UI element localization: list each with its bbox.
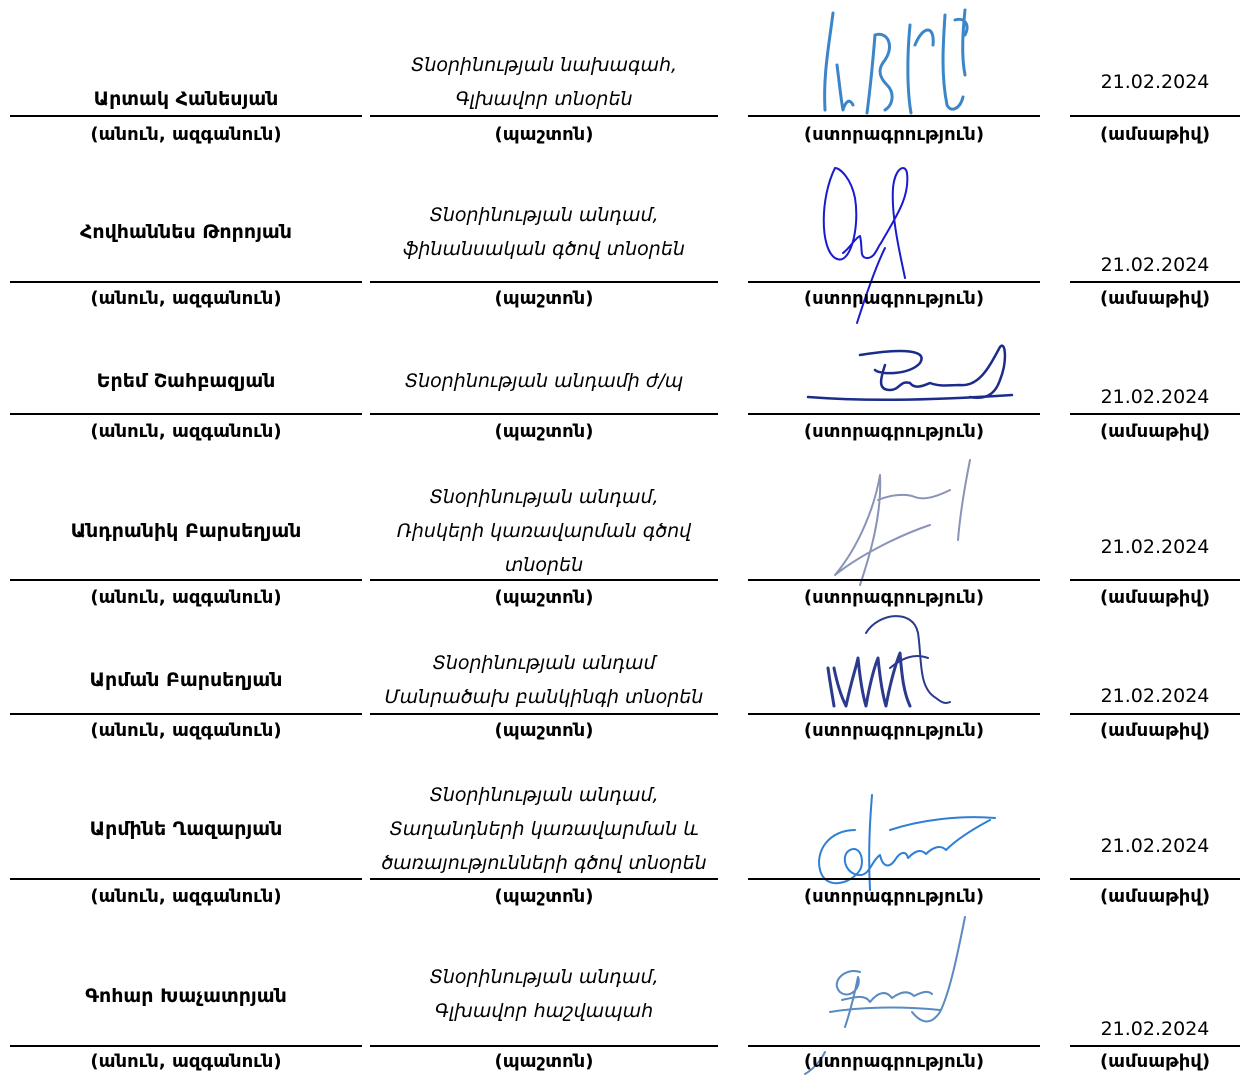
- signatory-name: Արման Բարսեղյան: [89, 669, 283, 691]
- date-line: [1070, 413, 1240, 415]
- name-line: [10, 713, 362, 715]
- signature-line: [748, 1045, 1040, 1047]
- date-line: [1070, 1045, 1240, 1047]
- position-caption: (պաշտոն): [494, 587, 594, 608]
- name-line: [10, 413, 362, 415]
- signatory-position: Տնօրինության անդամ Մանրածախ բանկինգի տնօ…: [384, 652, 704, 708]
- name-caption: (անուն, ազգանուն): [90, 421, 282, 442]
- date-caption: (ամսաթիվ): [1099, 124, 1211, 145]
- position-line: [370, 878, 718, 880]
- signatory-position: Տնօրինության անդամ, ֆինանսական գծով տնօր…: [403, 204, 685, 260]
- signature-image: [822, 167, 909, 324]
- position-caption: (պաշտոն): [494, 720, 594, 741]
- date-line: [1070, 579, 1240, 581]
- name-caption: (անուն, ազգանուն): [90, 720, 282, 741]
- signature-caption: (ստորագրություն): [803, 288, 985, 309]
- signature-image: [806, 344, 1014, 402]
- position-line: [370, 281, 718, 283]
- signature-date: 21.02.2024: [1100, 536, 1210, 558]
- name-line: [10, 1045, 362, 1047]
- date-caption: (ամսաթիվ): [1099, 421, 1211, 442]
- signature-date: 21.02.2024: [1100, 71, 1210, 93]
- signature-image: [823, 8, 969, 115]
- signature-caption: (ստորագրություն): [803, 124, 985, 145]
- name-line: [10, 878, 362, 880]
- name-caption: (անուն, ազգանուն): [90, 1051, 282, 1072]
- signature-caption: (ստորագրություն): [803, 886, 985, 907]
- signature-date: 21.02.2024: [1100, 386, 1210, 408]
- signature-date: 21.02.2024: [1100, 835, 1210, 857]
- position-caption: (պաշտոն): [494, 886, 594, 907]
- position-caption: (պաշտոն): [494, 1051, 594, 1072]
- name-line: [10, 579, 362, 581]
- date-line: [1070, 878, 1240, 880]
- signatory-position: Տնօրինության նախագահ, Գլխավոր տնօրեն: [410, 54, 678, 110]
- position-caption: (պաշտոն): [494, 421, 594, 442]
- signatory-name: Երեմ Շահբազյան: [96, 370, 276, 392]
- position-line: [370, 1045, 718, 1047]
- date-line: [1070, 281, 1240, 283]
- signatory-name: Անդրանիկ Բարսեղյան: [70, 520, 302, 542]
- signature-image: [826, 615, 951, 708]
- date-caption: (ամսաթիվ): [1099, 1051, 1211, 1072]
- signatory-name: Գոհար Խաչատրյան: [85, 985, 287, 1007]
- signature-image: [834, 459, 971, 586]
- signature-caption: (ստորագրություն): [803, 1051, 985, 1072]
- signature-line: [748, 878, 1040, 880]
- signature-date: 21.02.2024: [1100, 254, 1210, 276]
- name-caption: (անուն, ազգանուն): [90, 886, 282, 907]
- signatory-name: Արմինե Ղազարյան: [89, 818, 283, 840]
- position-line: [370, 579, 718, 581]
- date-caption: (ամսաթիվ): [1099, 587, 1211, 608]
- name-caption: (անուն, ազգանուն): [90, 288, 282, 309]
- signatory-position: Տնօրինության անդամի ժ/պ: [404, 370, 684, 392]
- position-line: [370, 713, 718, 715]
- position-caption: (պաշտոն): [494, 288, 594, 309]
- date-line: [1070, 115, 1240, 117]
- signature-caption: (ստորագրություն): [803, 720, 985, 741]
- signatory-name: Արտակ Հանեսյան: [93, 88, 279, 110]
- signature-line: [748, 713, 1040, 715]
- date-line: [1070, 713, 1240, 715]
- position-caption: (պաշտոն): [494, 124, 594, 145]
- date-caption: (ամսաթիվ): [1099, 288, 1211, 309]
- position-line: [370, 413, 718, 415]
- name-caption: (անուն, ազգանուն): [90, 587, 282, 608]
- signature-date: 21.02.2024: [1100, 685, 1210, 707]
- signature-line: [748, 413, 1040, 415]
- signatory-position: Տնօրինության անդամ, Տաղանդների կառավարմա…: [381, 784, 707, 874]
- date-caption: (ամսաթիվ): [1099, 720, 1211, 741]
- signature-date: 21.02.2024: [1100, 1018, 1210, 1040]
- signature-caption: (ստորագրություն): [803, 587, 985, 608]
- signature-caption: (ստորագրություն): [803, 421, 985, 442]
- signature-image: [804, 916, 966, 1075]
- signatory-position: Տնօրինության անդամ, Ռիսկերի կառավարման գ…: [396, 486, 692, 576]
- signatory-name: Հովհաննես Թորոյան: [80, 221, 292, 243]
- signature-line: [748, 579, 1040, 581]
- name-caption: (անուն, ազգանուն): [90, 124, 282, 145]
- signature-line: [748, 281, 1040, 283]
- signature-line: [748, 115, 1040, 117]
- name-line: [10, 281, 362, 283]
- name-line: [10, 115, 362, 117]
- position-line: [370, 115, 718, 117]
- date-caption: (ամսաթիվ): [1099, 886, 1211, 907]
- signatory-position: Տնօրինության անդամ, Գլխավոր հաշվապահ: [429, 966, 659, 1022]
